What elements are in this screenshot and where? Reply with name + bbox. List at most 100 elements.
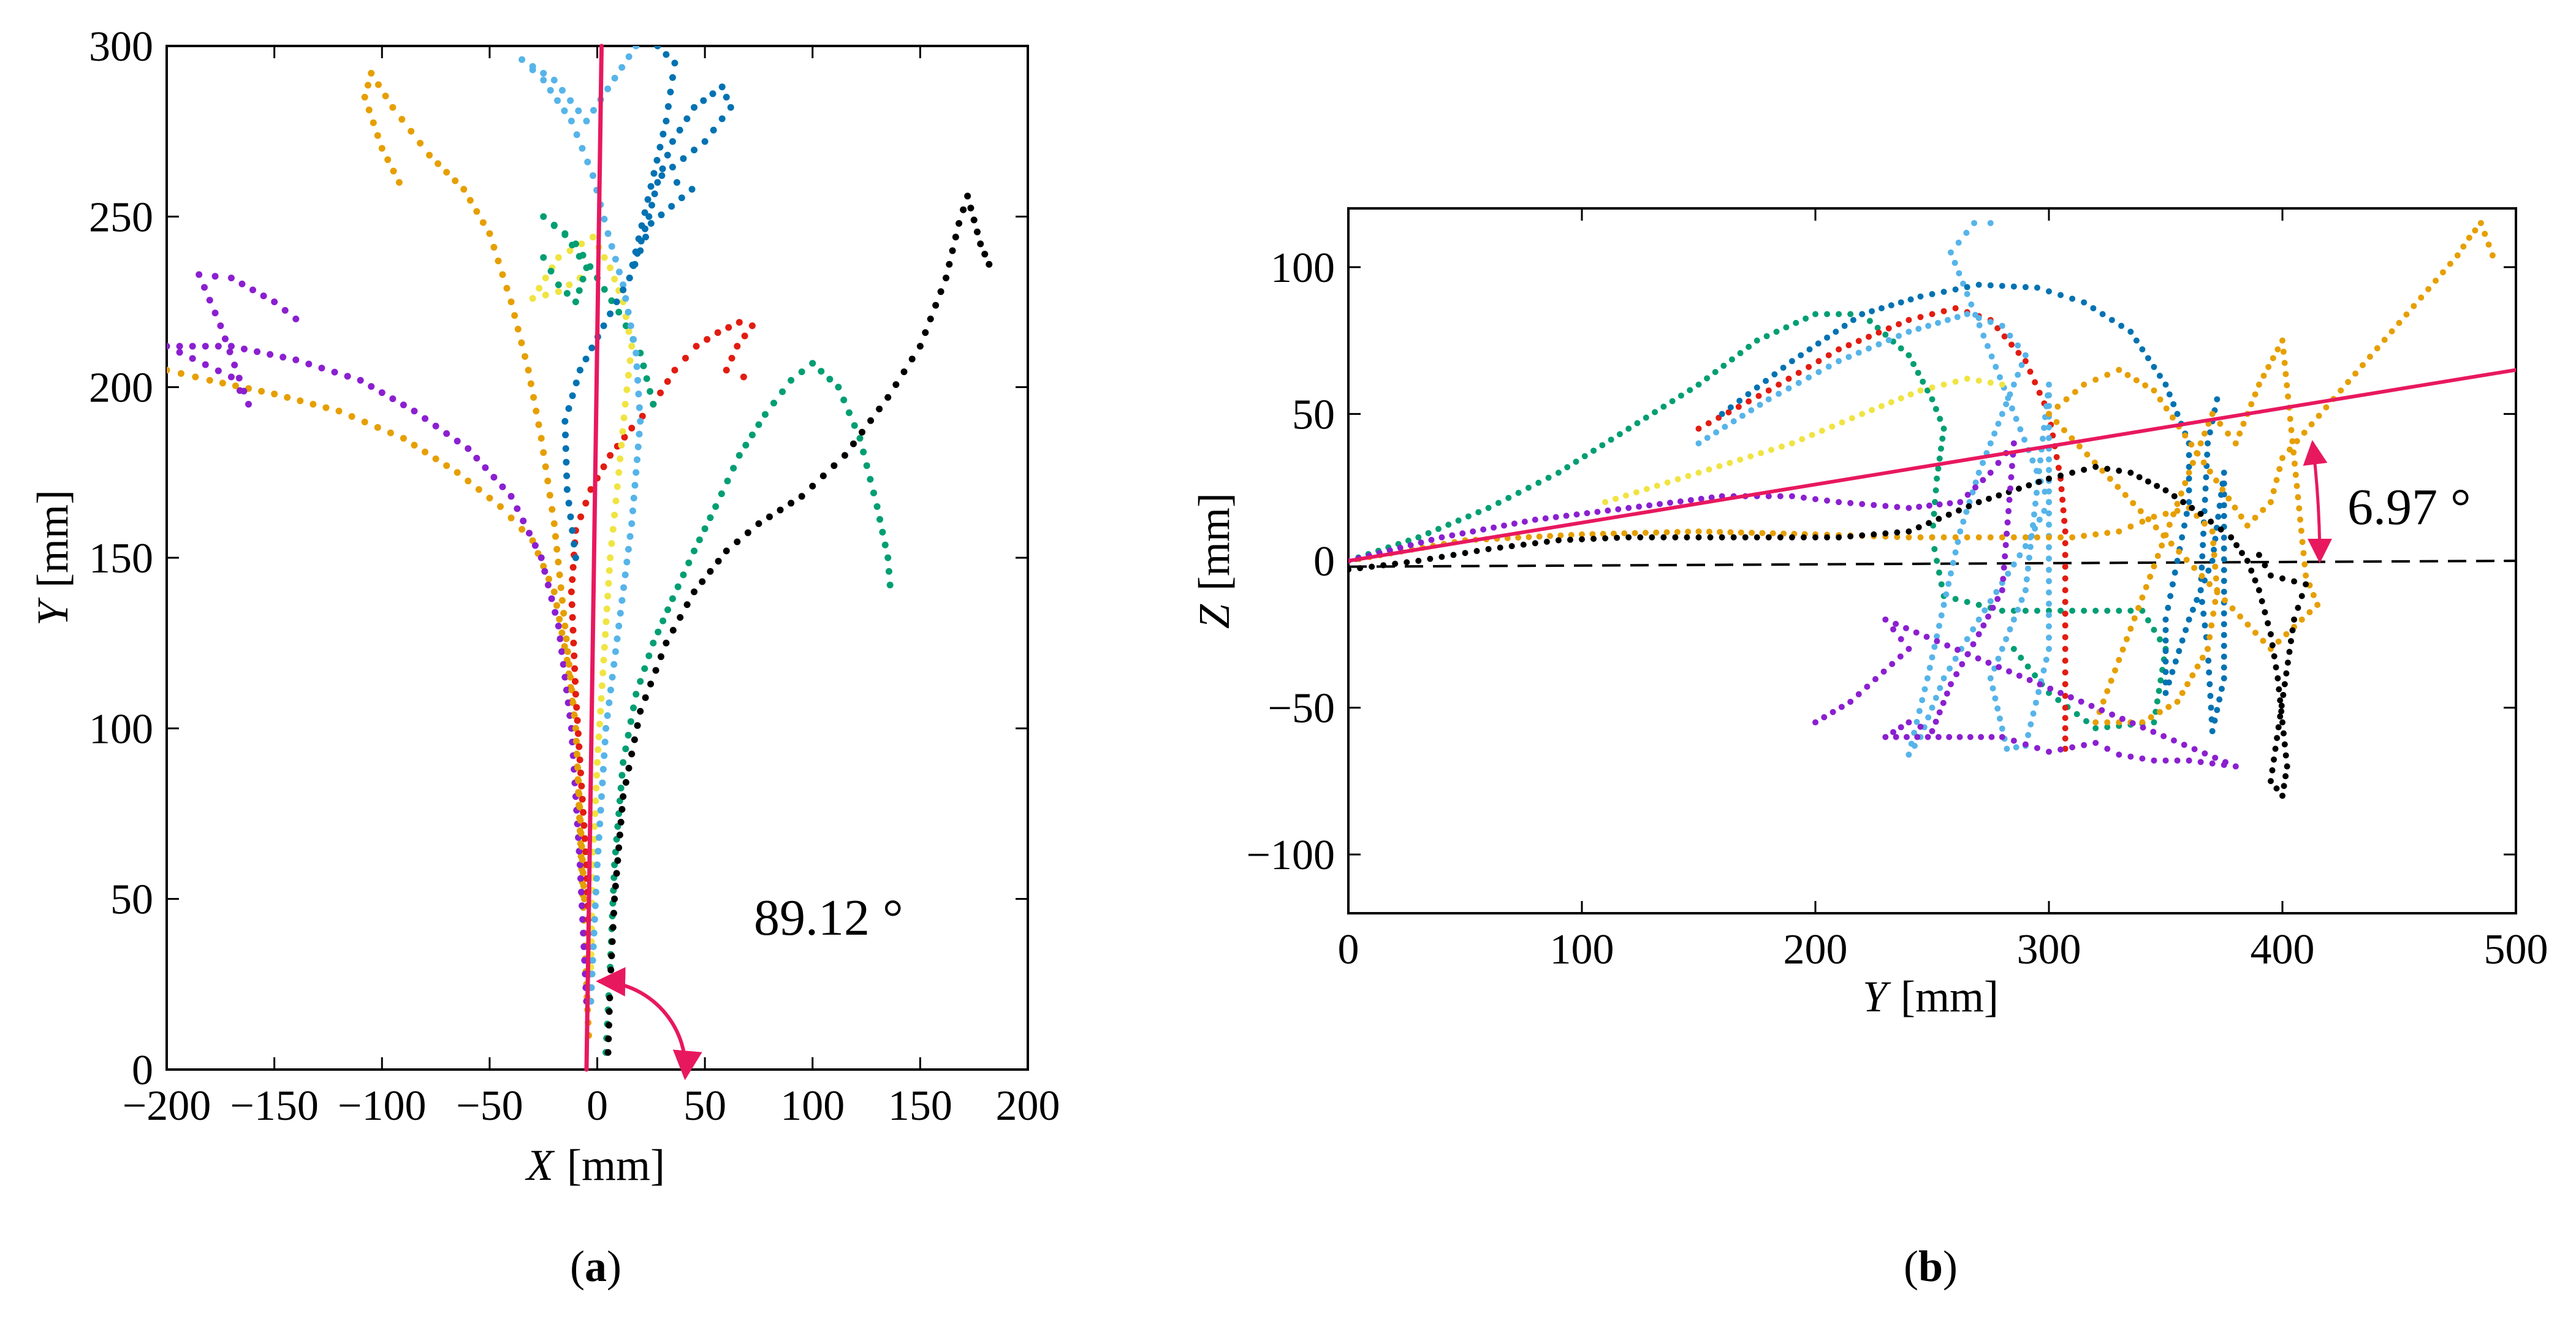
data-point — [886, 582, 894, 589]
data-point — [2081, 533, 2088, 539]
data-point — [640, 362, 647, 370]
data-point — [1765, 493, 1772, 500]
data-point — [2151, 757, 2157, 764]
data-point — [579, 916, 587, 923]
data-point — [2162, 658, 2169, 665]
data-point — [540, 77, 547, 84]
data-point — [630, 495, 637, 502]
data-point — [1999, 734, 2005, 740]
data-point — [1608, 436, 1614, 443]
data-point — [2150, 729, 2157, 736]
x-tick-label: −150 — [230, 1082, 318, 1130]
data-point — [582, 355, 590, 363]
data-point — [2069, 607, 2076, 614]
data-point — [2186, 487, 2192, 493]
data-point — [591, 823, 598, 830]
data-point — [2119, 715, 2126, 722]
data-point — [374, 424, 381, 431]
data-point — [981, 251, 989, 258]
data-point — [1450, 552, 1457, 558]
data-point — [608, 243, 615, 250]
data-point — [653, 156, 661, 164]
data-point — [2062, 575, 2069, 582]
data-point — [1890, 626, 1896, 633]
data-point — [1706, 528, 1712, 535]
data-point — [2018, 596, 2025, 603]
data-point — [654, 179, 661, 186]
data-point — [2022, 284, 2029, 291]
x-tick-label: 100 — [1550, 926, 1614, 973]
data-point — [2283, 670, 2290, 677]
data-point — [2046, 612, 2052, 618]
data-point — [967, 204, 975, 211]
data-point — [1975, 616, 1982, 623]
data-point — [688, 186, 696, 193]
data-point — [1380, 562, 1387, 569]
data-point — [2046, 555, 2052, 562]
y-tick-label: −50 — [1268, 685, 1335, 732]
data-point — [2296, 505, 2303, 512]
caption-a: (a) — [570, 1242, 621, 1291]
data-point — [2010, 534, 2017, 541]
data-point — [1768, 446, 1775, 453]
data-point — [2001, 333, 2008, 340]
data-point — [1581, 453, 1588, 460]
data-point — [411, 408, 418, 415]
data-point — [2046, 456, 2052, 463]
data-point — [411, 441, 418, 449]
data-point — [2280, 691, 2287, 698]
data-point — [553, 602, 560, 609]
data-point — [638, 222, 645, 229]
data-point — [1882, 503, 1889, 509]
data-point — [1940, 289, 1947, 295]
data-point — [1720, 362, 1727, 369]
data-point — [519, 56, 526, 63]
data-point — [641, 209, 648, 216]
data-point — [1765, 387, 1772, 394]
data-point — [2273, 664, 2279, 671]
data-point — [544, 477, 552, 485]
data-point — [2225, 495, 2232, 502]
data-point — [1643, 485, 1650, 492]
data-point — [1727, 404, 1734, 411]
data-point — [1777, 534, 1784, 541]
data-point — [633, 46, 640, 50]
data-point — [2298, 616, 2305, 623]
data-point — [384, 156, 392, 164]
data-point — [1653, 529, 1660, 536]
data-point — [573, 131, 580, 139]
data-point — [579, 856, 586, 863]
data-point — [1525, 534, 1532, 541]
data-point — [578, 889, 585, 896]
data-point — [1864, 683, 1871, 690]
data-point — [2262, 562, 2268, 569]
data-point — [1739, 412, 1746, 419]
data-point — [2166, 391, 2173, 398]
data-point — [2206, 581, 2213, 588]
data-point — [535, 421, 542, 428]
data-point — [590, 943, 597, 951]
data-point — [956, 219, 963, 227]
data-point — [1970, 626, 1977, 633]
data-point — [669, 138, 676, 145]
data-point — [1937, 416, 1943, 422]
data-point — [2099, 311, 2106, 317]
data-point — [555, 558, 562, 566]
data-point — [227, 275, 235, 282]
data-point — [563, 290, 571, 297]
data-point — [2162, 669, 2169, 675]
data-point — [550, 222, 558, 229]
data-point — [612, 497, 620, 504]
data-point — [2206, 669, 2213, 676]
data-point — [2055, 697, 2062, 704]
data-point — [2454, 252, 2461, 259]
data-point — [556, 615, 563, 623]
data-point — [1882, 530, 1889, 537]
data-point — [518, 339, 525, 346]
data-point — [511, 312, 519, 319]
series-blue — [561, 46, 734, 561]
data-point — [2010, 283, 2017, 290]
data-point — [318, 364, 325, 371]
data-point — [1788, 534, 1795, 541]
